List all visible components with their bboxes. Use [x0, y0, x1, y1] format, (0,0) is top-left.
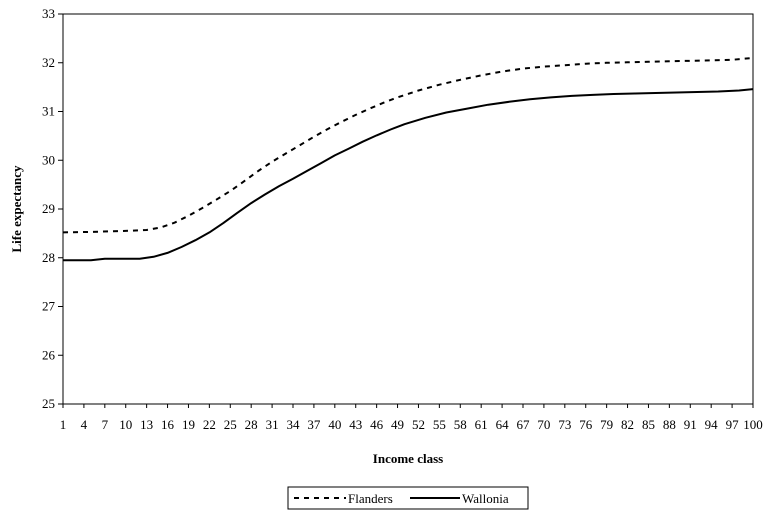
x-tick-label: 94	[705, 417, 719, 432]
x-axis-title: Income class	[373, 451, 443, 466]
series-line-wallonia	[63, 88, 754, 262]
x-tick-label: 91	[684, 417, 697, 432]
y-axis: 25 26 27 28 29 30 31 32 33	[42, 6, 63, 411]
x-tick-label: 10	[119, 417, 132, 432]
x-tick-label: 46	[370, 417, 384, 432]
x-tick-label: 73	[558, 417, 571, 432]
y-axis-title: Life expectancy	[9, 165, 24, 253]
series-lines	[62, 56, 754, 262]
y-tick-label: 25	[42, 396, 55, 411]
legend-box	[287, 486, 529, 510]
legend-label-flanders: Flanders	[348, 491, 393, 506]
y-tick-label: 28	[42, 250, 55, 265]
y-tick-label: 32	[42, 55, 55, 70]
x-axis: 1 4 7 10 13 16 19 22 25 28 31 34 37 40 43 46 49 52 55 58 61 6…	[60, 404, 763, 432]
x-tick-label: 79	[600, 417, 613, 432]
y-tick-label: 27	[42, 299, 56, 314]
x-tick-label: 25	[224, 417, 237, 432]
y-tick-label: 26	[42, 347, 56, 362]
x-tick-label: 22	[203, 417, 216, 432]
x-tick-label: 1	[60, 417, 67, 432]
x-tick-label: 19	[182, 417, 195, 432]
x-tick-label: 67	[517, 417, 531, 432]
legend-label-wallonia: Wallonia	[462, 491, 509, 506]
x-tick-label: 61	[475, 417, 488, 432]
x-tick-label: 64	[496, 417, 510, 432]
legend: Flanders Wallonia	[287, 486, 529, 510]
x-tick-label: 97	[726, 417, 740, 432]
x-tick-label: 13	[140, 417, 153, 432]
x-tick-label: 85	[642, 417, 655, 432]
y-tick-label: 29	[42, 201, 55, 216]
x-tick-label: 55	[433, 417, 446, 432]
x-tick-label: 43	[349, 417, 362, 432]
x-tick-label: 58	[454, 417, 467, 432]
x-tick-label: 28	[245, 417, 258, 432]
x-tick-label: 49	[391, 417, 404, 432]
series-line-flanders	[62, 56, 754, 234]
x-tick-label: 16	[161, 417, 175, 432]
x-tick-label: 4	[81, 417, 88, 432]
x-tick-label: 40	[328, 417, 341, 432]
x-tick-label: 100	[743, 417, 763, 432]
x-tick-label: 82	[621, 417, 634, 432]
y-tick-label: 33	[42, 6, 55, 21]
x-tick-label: 70	[537, 417, 550, 432]
x-tick-label: 76	[579, 417, 593, 432]
x-tick-label: 31	[266, 417, 279, 432]
x-tick-label: 52	[412, 417, 425, 432]
x-tick-label: 88	[663, 417, 676, 432]
y-tick-label: 31	[42, 104, 55, 119]
x-tick-label: 7	[102, 417, 109, 432]
y-tick-label: 30	[42, 152, 55, 167]
x-tick-label: 34	[287, 417, 301, 432]
x-tick-label: 37	[307, 417, 321, 432]
plot-area	[62, 13, 754, 405]
